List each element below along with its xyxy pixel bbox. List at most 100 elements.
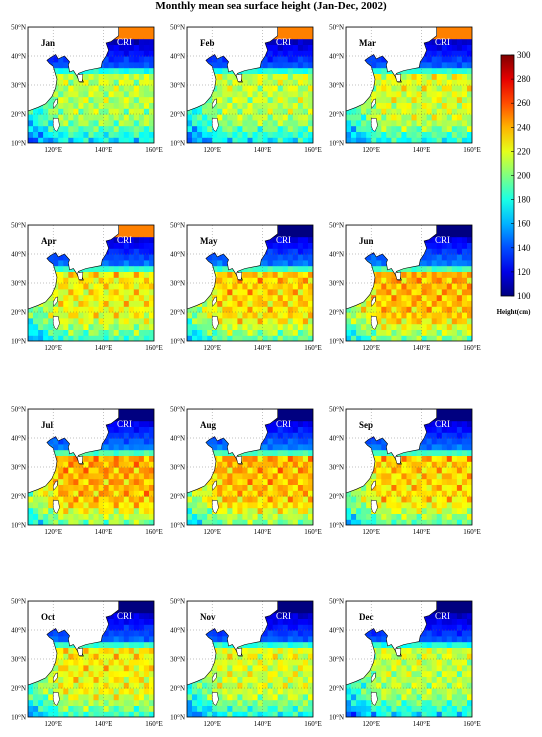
ssh-field: [28, 409, 154, 525]
y-tick-label: 40°N: [329, 251, 344, 259]
x-tick-label: 120°E: [44, 720, 62, 728]
y-tick-label: 20°N: [170, 685, 185, 693]
cri-annotation: CRI: [435, 419, 450, 429]
y-tick-label: 30°N: [329, 82, 344, 90]
land-mass: [187, 409, 279, 494]
y-tick-label: 30°N: [170, 464, 185, 472]
land-mass: [187, 27, 279, 112]
y-tick-label: 40°N: [11, 53, 26, 61]
ssh-field: [187, 409, 313, 525]
x-tick-label: 120°E: [44, 146, 62, 154]
y-tick-label: 40°N: [11, 627, 26, 635]
map-panel-jan: Jan CRI 10°N 20°N 30°N 40°N 50°N 120°E 140°E 160°…: [11, 24, 163, 155]
y-tick-label: 30°N: [329, 280, 344, 288]
cri-annotation: CRI: [276, 235, 291, 245]
y-tick-label: 40°N: [11, 251, 26, 259]
x-tick-label: 160°E: [304, 720, 322, 728]
panel-frame: [27, 600, 155, 718]
cri-annotation: CRI: [117, 235, 132, 245]
x-tick-label: 120°E: [44, 528, 62, 536]
x-tick-label: 140°E: [95, 344, 113, 352]
panel-month-label: Jan: [41, 38, 55, 48]
y-tick-label: 50°N: [329, 222, 344, 230]
x-tick-label: 160°E: [463, 528, 481, 536]
panel-frame: [186, 224, 314, 342]
island: [52, 500, 60, 514]
island: [211, 118, 219, 132]
island: [394, 647, 402, 656]
y-tick-label: 30°N: [170, 82, 185, 90]
panel-frame: [345, 600, 473, 718]
x-tick-label: 160°E: [145, 344, 163, 352]
island: [52, 692, 60, 706]
island: [235, 271, 243, 280]
y-tick-label: 50°N: [329, 406, 344, 414]
map-panel-may: May CRI 10°N 20°N 30°N 40°N 50°N 120°E 140°E 160°…: [170, 222, 322, 353]
y-tick-label: 20°N: [11, 685, 26, 693]
colorbar-tick-label: 220: [517, 146, 531, 156]
island: [370, 692, 378, 706]
y-tick-label: 20°N: [11, 309, 26, 317]
y-tick-label: 40°N: [170, 251, 185, 259]
x-tick-label: 160°E: [463, 146, 481, 154]
land-mass: [28, 225, 119, 310]
ssh-field: [346, 225, 472, 341]
chart-title: Monthly mean sea surface height (Jan-Dec…: [155, 0, 387, 12]
ssh-field: [28, 601, 154, 717]
cri-annotation: CRI: [276, 419, 291, 429]
x-tick-label: 120°E: [362, 720, 380, 728]
ssh-field: [187, 27, 313, 143]
island: [76, 455, 84, 464]
x-tick-label: 160°E: [463, 344, 481, 352]
island: [394, 271, 402, 280]
x-tick-label: 160°E: [304, 146, 322, 154]
colorbar-tick-label: 180: [517, 195, 531, 205]
y-tick-label: 10°N: [170, 140, 185, 148]
ssh-field: [28, 225, 154, 341]
x-tick-label: 140°E: [254, 146, 272, 154]
colorbar-tick-label: 200: [517, 171, 531, 181]
y-tick-label: 50°N: [329, 598, 344, 606]
x-tick-label: 140°E: [413, 720, 431, 728]
y-tick-label: 40°N: [329, 627, 344, 635]
panel-frame: [345, 26, 473, 144]
y-tick-label: 20°N: [170, 493, 185, 501]
cri-annotation: CRI: [276, 37, 291, 47]
x-tick-label: 120°E: [203, 528, 221, 536]
panel-frame: [27, 26, 155, 144]
panel-month-label: Sep: [359, 420, 373, 430]
y-tick-label: 30°N: [329, 464, 344, 472]
y-tick-label: 10°N: [329, 338, 344, 346]
panel-month-label: Nov: [200, 612, 216, 622]
panel-month-label: Mar: [359, 38, 376, 48]
map-panel-nov: Nov CRI 10°N 20°N 30°N 40°N 50°N 120°E 140°E 160°…: [170, 598, 322, 729]
colorbar-tick-label: 120: [517, 267, 531, 277]
cri-annotation: CRI: [117, 37, 132, 47]
land-mass: [28, 601, 119, 686]
island: [52, 316, 60, 330]
y-tick-label: 20°N: [170, 111, 185, 119]
ssh-field: [187, 225, 313, 341]
map-panel-apr: Apr CRI 10°N 20°N 30°N 40°N 50°N 120°E 140°E 160°…: [11, 222, 163, 353]
map-panel-mar: Mar CRI 10°N 20°N 30°N 40°N 50°N 120°E 140°E 160°…: [329, 24, 481, 155]
panel-month-label: Dec: [359, 612, 374, 622]
y-tick-label: 50°N: [11, 24, 26, 32]
panel-month-label: Jul: [41, 420, 54, 430]
x-tick-label: 140°E: [95, 720, 113, 728]
y-tick-label: 30°N: [11, 82, 26, 90]
y-tick-label: 30°N: [11, 464, 26, 472]
land-mass: [346, 225, 438, 310]
island: [211, 316, 219, 330]
x-tick-label: 120°E: [44, 344, 62, 352]
y-tick-label: 30°N: [329, 656, 344, 664]
panel-frame: [345, 408, 473, 526]
ssh-field: [187, 601, 313, 717]
panel-frame: [186, 26, 314, 144]
land-mass: [28, 409, 119, 494]
cri-annotation: CRI: [276, 611, 291, 621]
y-tick-label: 10°N: [170, 522, 185, 530]
x-tick-label: 140°E: [254, 344, 272, 352]
island: [370, 118, 378, 132]
cri-annotation: CRI: [117, 419, 132, 429]
x-tick-label: 140°E: [413, 528, 431, 536]
